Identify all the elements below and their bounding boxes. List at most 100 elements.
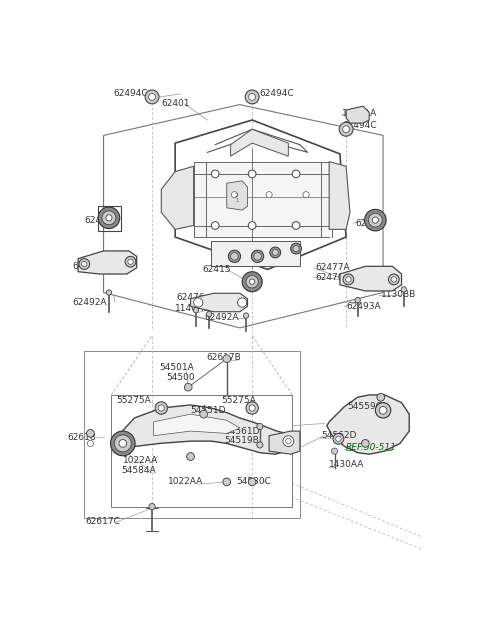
Circle shape — [206, 311, 212, 317]
Circle shape — [339, 122, 353, 136]
Circle shape — [230, 252, 238, 260]
Circle shape — [372, 217, 378, 223]
Circle shape — [257, 442, 263, 448]
Circle shape — [200, 410, 207, 418]
Circle shape — [391, 277, 396, 282]
Text: 54561D: 54561D — [225, 426, 260, 436]
Text: 62415: 62415 — [84, 215, 113, 225]
Polygon shape — [117, 405, 291, 454]
Polygon shape — [154, 414, 240, 436]
Circle shape — [250, 279, 255, 284]
Text: 62492A: 62492A — [73, 298, 107, 307]
Circle shape — [193, 308, 199, 313]
Polygon shape — [327, 395, 409, 454]
Circle shape — [155, 402, 168, 414]
Circle shape — [246, 402, 258, 414]
Polygon shape — [211, 241, 300, 266]
Circle shape — [292, 170, 300, 178]
Circle shape — [379, 406, 387, 414]
Circle shape — [249, 405, 255, 411]
Text: 62617C: 62617C — [86, 517, 120, 526]
Circle shape — [343, 274, 354, 285]
Circle shape — [82, 261, 87, 267]
Circle shape — [184, 383, 192, 391]
Text: 62617B: 62617B — [206, 354, 240, 362]
Text: 54501A: 54501A — [160, 364, 194, 372]
Polygon shape — [329, 161, 350, 229]
Circle shape — [248, 478, 256, 486]
Circle shape — [292, 222, 300, 229]
Circle shape — [119, 440, 127, 447]
Circle shape — [355, 298, 360, 303]
Circle shape — [158, 405, 164, 411]
Circle shape — [211, 170, 219, 178]
Text: 62476A: 62476A — [315, 273, 350, 281]
Circle shape — [401, 287, 407, 292]
Circle shape — [333, 433, 344, 444]
Text: REF.50-511: REF.50-511 — [346, 443, 397, 452]
Circle shape — [86, 430, 94, 437]
Circle shape — [346, 277, 351, 282]
Circle shape — [365, 209, 386, 231]
Text: 54519B: 54519B — [225, 436, 259, 445]
Text: 1022AA: 1022AA — [123, 456, 158, 465]
Polygon shape — [193, 161, 329, 237]
Text: 1430AA: 1430AA — [329, 460, 364, 468]
Polygon shape — [161, 166, 193, 229]
Circle shape — [87, 440, 94, 447]
Text: 62477: 62477 — [73, 262, 101, 271]
Circle shape — [252, 250, 264, 263]
Polygon shape — [346, 106, 369, 123]
Circle shape — [375, 403, 391, 418]
Circle shape — [231, 192, 238, 198]
Text: 1: 1 — [235, 198, 239, 203]
Circle shape — [149, 504, 155, 510]
Text: 54551D: 54551D — [191, 406, 226, 415]
Text: 62494C: 62494C — [114, 89, 148, 99]
Text: 1130BB: 1130BB — [381, 290, 416, 300]
Circle shape — [283, 436, 294, 447]
Circle shape — [110, 431, 135, 456]
Circle shape — [254, 252, 262, 260]
Text: 2: 2 — [235, 193, 239, 198]
Circle shape — [246, 276, 258, 288]
Circle shape — [361, 440, 369, 447]
Circle shape — [266, 192, 272, 198]
Circle shape — [128, 259, 133, 264]
Circle shape — [79, 259, 90, 269]
Circle shape — [211, 222, 219, 229]
Text: 55275A: 55275A — [117, 396, 151, 405]
Text: 62477A: 62477A — [315, 263, 350, 273]
Circle shape — [223, 355, 230, 362]
Circle shape — [272, 249, 278, 256]
Circle shape — [114, 435, 131, 452]
Text: 1022AA: 1022AA — [342, 109, 377, 118]
Polygon shape — [230, 129, 288, 156]
Circle shape — [249, 94, 256, 100]
Circle shape — [242, 272, 262, 292]
Circle shape — [336, 436, 341, 441]
Circle shape — [303, 192, 309, 198]
Circle shape — [245, 90, 259, 104]
Text: 54530C: 54530C — [237, 477, 272, 487]
Circle shape — [102, 211, 116, 225]
Circle shape — [270, 247, 281, 258]
Text: 54559C: 54559C — [348, 402, 383, 411]
Text: 54562D: 54562D — [322, 431, 357, 440]
Polygon shape — [269, 431, 300, 454]
Circle shape — [257, 423, 263, 430]
Circle shape — [149, 94, 156, 100]
Text: 54584A: 54584A — [121, 466, 156, 475]
Circle shape — [98, 207, 120, 229]
Text: 1140HB: 1140HB — [175, 304, 211, 313]
Text: 62476: 62476 — [177, 293, 205, 303]
Circle shape — [187, 453, 194, 460]
Polygon shape — [78, 251, 137, 274]
Circle shape — [243, 313, 249, 318]
Circle shape — [369, 213, 382, 227]
Circle shape — [291, 243, 301, 254]
Text: 62494C: 62494C — [260, 89, 295, 99]
Circle shape — [193, 298, 203, 307]
Circle shape — [223, 478, 230, 486]
Circle shape — [106, 290, 112, 295]
